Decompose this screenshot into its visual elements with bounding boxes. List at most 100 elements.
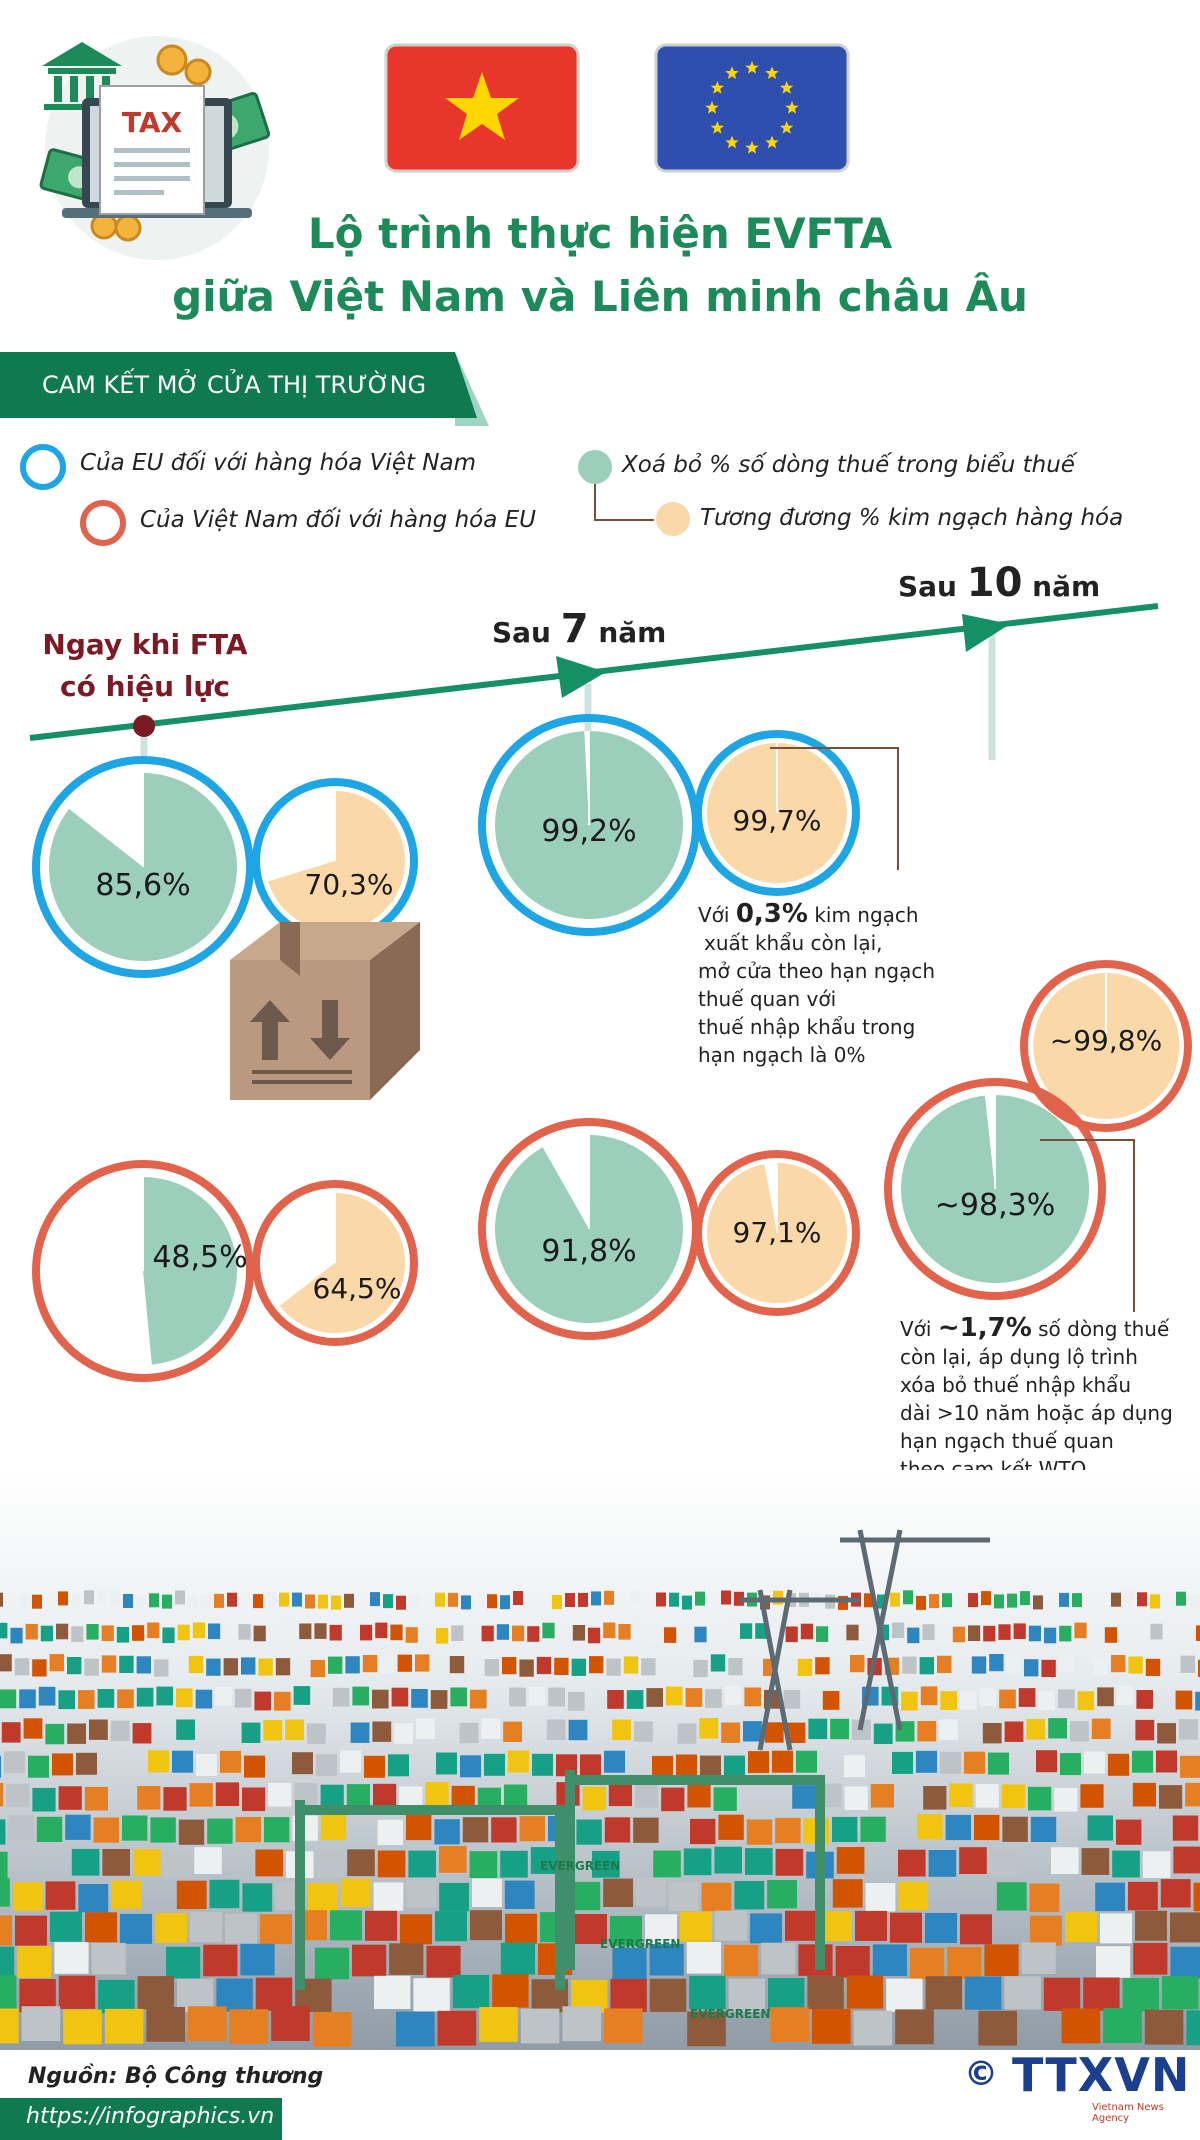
port-container — [527, 1626, 540, 1642]
port-container — [815, 1657, 830, 1675]
port-container — [939, 1719, 958, 1740]
port-container — [84, 1658, 99, 1676]
port-container — [568, 1691, 585, 1711]
port-container — [166, 1946, 201, 1979]
port-container — [52, 1753, 73, 1776]
port-container — [163, 1851, 192, 1879]
port-container — [78, 1690, 95, 1709]
port-container — [292, 1752, 313, 1775]
port-container — [864, 1593, 874, 1608]
port-container — [728, 1978, 765, 2012]
port-container — [284, 1622, 297, 1639]
port-container — [1091, 1718, 1111, 1739]
note1-line2: xuất khẩu còn lại, — [704, 931, 883, 955]
port-container — [855, 1910, 887, 1941]
port-container — [592, 1850, 620, 1878]
port-container — [653, 1850, 681, 1878]
port-container — [797, 1658, 813, 1676]
port-container — [960, 1914, 992, 1945]
port-container — [1116, 1819, 1142, 1845]
port-container — [255, 1977, 293, 2011]
port-container — [505, 1913, 537, 1944]
port-container — [399, 1786, 423, 1810]
ring-eu-now-lines — [32, 756, 254, 978]
port-container — [12, 1882, 43, 1911]
port-container — [32, 1594, 42, 1609]
port-container — [1059, 1592, 1069, 1607]
port-container — [714, 1846, 742, 1874]
port-container — [147, 1622, 160, 1639]
port-container — [227, 1592, 237, 1607]
port-container — [38, 1686, 56, 1706]
port-container — [154, 1659, 169, 1677]
port-container — [942, 1593, 952, 1608]
port-container — [575, 1914, 607, 1944]
port-container — [623, 1656, 639, 1674]
pie-vn-now-lines — [49, 1177, 237, 1365]
port-container — [500, 1942, 535, 1975]
port-container — [413, 1978, 450, 2012]
port-container — [416, 1718, 435, 1739]
port-container — [683, 1848, 712, 1876]
port-container — [461, 1595, 471, 1610]
ring-eu-7-trade — [694, 730, 860, 896]
port-container — [890, 1592, 900, 1607]
port-container — [768, 1978, 805, 2012]
port-container — [687, 1783, 711, 1808]
port-container — [661, 1787, 685, 1812]
port-container — [783, 1689, 801, 1709]
port-container — [116, 1627, 129, 1643]
port-container — [362, 1655, 378, 1673]
port-container — [937, 1655, 952, 1673]
port-container — [0, 1755, 1, 1778]
port-container — [648, 1626, 661, 1643]
legend-green-dot — [578, 450, 612, 484]
pie-slice-vn_now_lines — [143, 1177, 237, 1365]
note1-line3: mở cửa theo hạn ngạch — [698, 959, 936, 983]
eu-star — [745, 61, 759, 74]
port-container — [853, 2010, 893, 2046]
port-container — [919, 1657, 934, 1675]
port-container — [1033, 1595, 1043, 1610]
port-container — [785, 1626, 798, 1643]
website-link[interactable]: https://infographics.vn — [26, 2104, 275, 2129]
port-container — [214, 1593, 224, 1608]
port-container — [0, 1878, 10, 1907]
port-container — [504, 1880, 535, 1909]
port-container — [162, 1627, 175, 1644]
port-container — [1111, 1592, 1121, 1607]
port-container — [405, 1627, 418, 1643]
port-container — [979, 1687, 997, 1707]
port-container — [0, 1915, 12, 1946]
port-container — [916, 1750, 937, 1773]
port-container — [216, 1978, 253, 2012]
port-container — [630, 1590, 640, 1605]
port-container — [1132, 1750, 1153, 1773]
port-container — [6, 1783, 30, 1808]
port-container — [807, 1976, 844, 2010]
port-container — [1, 1722, 21, 1743]
port-container — [271, 2006, 310, 2041]
port-container — [374, 1975, 411, 2009]
port-container — [1122, 1978, 1159, 2012]
port-container — [220, 1750, 241, 1773]
port-container — [721, 1722, 740, 1743]
port-container — [960, 1690, 977, 1710]
port-container — [93, 1817, 119, 1843]
port-container — [850, 1655, 865, 1673]
legend-connector — [594, 484, 654, 521]
port-container — [1133, 1943, 1168, 1975]
footer-bar — [0, 2098, 282, 2140]
port-container — [244, 1755, 265, 1778]
port-container — [528, 1687, 546, 1706]
port-container — [1029, 1883, 1060, 1912]
port-container — [148, 1750, 169, 1773]
port-container — [1128, 1656, 1143, 1674]
container-label-2: EVERGREEN — [600, 1937, 680, 1951]
port-container — [0, 1782, 4, 1807]
port-container — [318, 1594, 328, 1609]
port-container — [1074, 1622, 1087, 1639]
port-container — [240, 1943, 275, 1976]
port-container — [25, 1623, 38, 1640]
port-container — [264, 1817, 290, 1843]
